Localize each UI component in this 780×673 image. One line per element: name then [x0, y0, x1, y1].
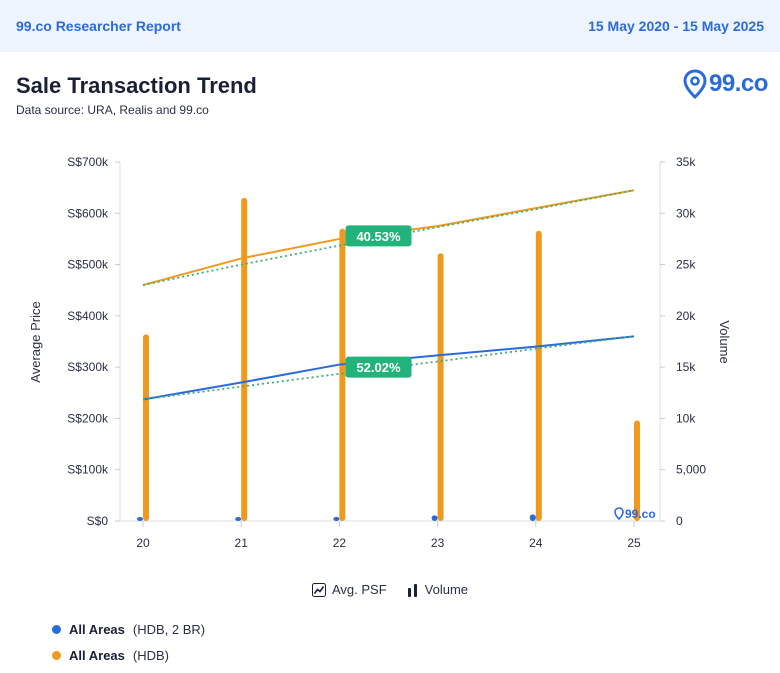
watermark-text: 99.co	[625, 507, 656, 521]
right-tick-label: 25k	[676, 258, 696, 272]
left-tick-label: S$300k	[67, 360, 109, 374]
volume-bar	[143, 334, 149, 521]
watermark-pin-icon	[614, 507, 624, 521]
x-tick-label: 20	[136, 536, 150, 550]
report-header: 99.co Researcher Report 15 May 2020 - 15…	[0, 0, 780, 52]
volume-bar	[241, 197, 248, 521]
left-tick-label: S$200k	[67, 411, 109, 425]
change-badge-label: 40.53%	[356, 229, 401, 244]
right-tick-label: 35k	[676, 155, 696, 169]
volume-bar	[535, 230, 542, 522]
watermark-logo: 99.co	[614, 507, 656, 521]
right-tick-label: 10k	[676, 411, 696, 425]
left-tick-label: S$600k	[67, 206, 109, 220]
volume-bar	[235, 517, 242, 521]
volume-bar	[529, 514, 536, 521]
series-color-dot	[52, 625, 61, 634]
x-tick-label: 25	[627, 536, 641, 550]
left-tick-label: S$100k	[67, 463, 109, 477]
change-badge	[345, 356, 412, 378]
series-legend-sub: (HDB)	[132, 648, 169, 663]
change-badge	[345, 225, 412, 247]
volume-bar	[137, 517, 143, 521]
series-legend-name: All Areas	[69, 648, 125, 663]
left-tick-label: S$0	[87, 514, 109, 528]
series-legend-item[interactable]: All Areas (HDB, 2 BR)	[52, 622, 205, 637]
sale-transaction-chart: S$0 S$100k S$200k S$300k S$400k S$500k S$600k S…	[28, 155, 732, 550]
right-tick-label: 30k	[676, 206, 696, 220]
left-tick-label: S$700k	[67, 155, 109, 169]
x-tick-label: 21	[235, 536, 249, 550]
volume-bar	[333, 516, 340, 521]
right-tick-label: 5,000	[676, 463, 706, 477]
legend-avg-psf[interactable]: Avg. PSF	[311, 582, 387, 597]
x-tick-label: 24	[529, 536, 543, 550]
series-legend-sub: (HDB, 2 BR)	[132, 622, 206, 637]
series-legend-name: All Areas	[69, 622, 125, 637]
series-color-dot	[52, 651, 61, 660]
legend-volume-label: Volume	[424, 582, 469, 597]
right-tick-label: 15k	[676, 360, 696, 374]
x-tick-label: 23	[431, 536, 445, 550]
legend-avg-psf-label: Avg. PSF	[331, 582, 387, 597]
brand-logo: 99.co	[683, 68, 768, 100]
page-title: Sale Transaction Trend	[16, 73, 257, 98]
volume-bar	[431, 515, 438, 521]
right-tick-label: 20k	[676, 309, 696, 323]
x-tick-label: 22	[333, 536, 347, 550]
right-axis-title: Volume	[717, 320, 732, 363]
report-title: 99.co Researcher Report	[16, 18, 181, 34]
chart-legend: Avg. PSF Volume	[0, 582, 780, 597]
line-chart-icon	[311, 582, 326, 597]
series-legend-item[interactable]: All Areas (HDB)	[52, 648, 169, 663]
left-tick-label: S$500k	[67, 258, 109, 272]
left-axis-title: Average Price	[28, 301, 43, 382]
volume-bar	[634, 420, 640, 521]
date-range: 15 May 2020 - 15 May 2025	[588, 18, 764, 34]
left-tick-label: S$400k	[67, 309, 109, 323]
location-pin-icon	[683, 69, 707, 99]
right-tick-label: 0	[676, 514, 683, 528]
page-subtitle: Data source: URA, Realis and 99.co	[16, 103, 209, 117]
bar-chart-icon	[407, 583, 417, 597]
legend-volume[interactable]: Volume	[407, 582, 468, 597]
volume-bar	[339, 228, 346, 521]
volume-bar	[437, 253, 444, 521]
change-badge-label: 52.02%	[356, 360, 401, 375]
logo-text: 99.co	[709, 70, 768, 97]
